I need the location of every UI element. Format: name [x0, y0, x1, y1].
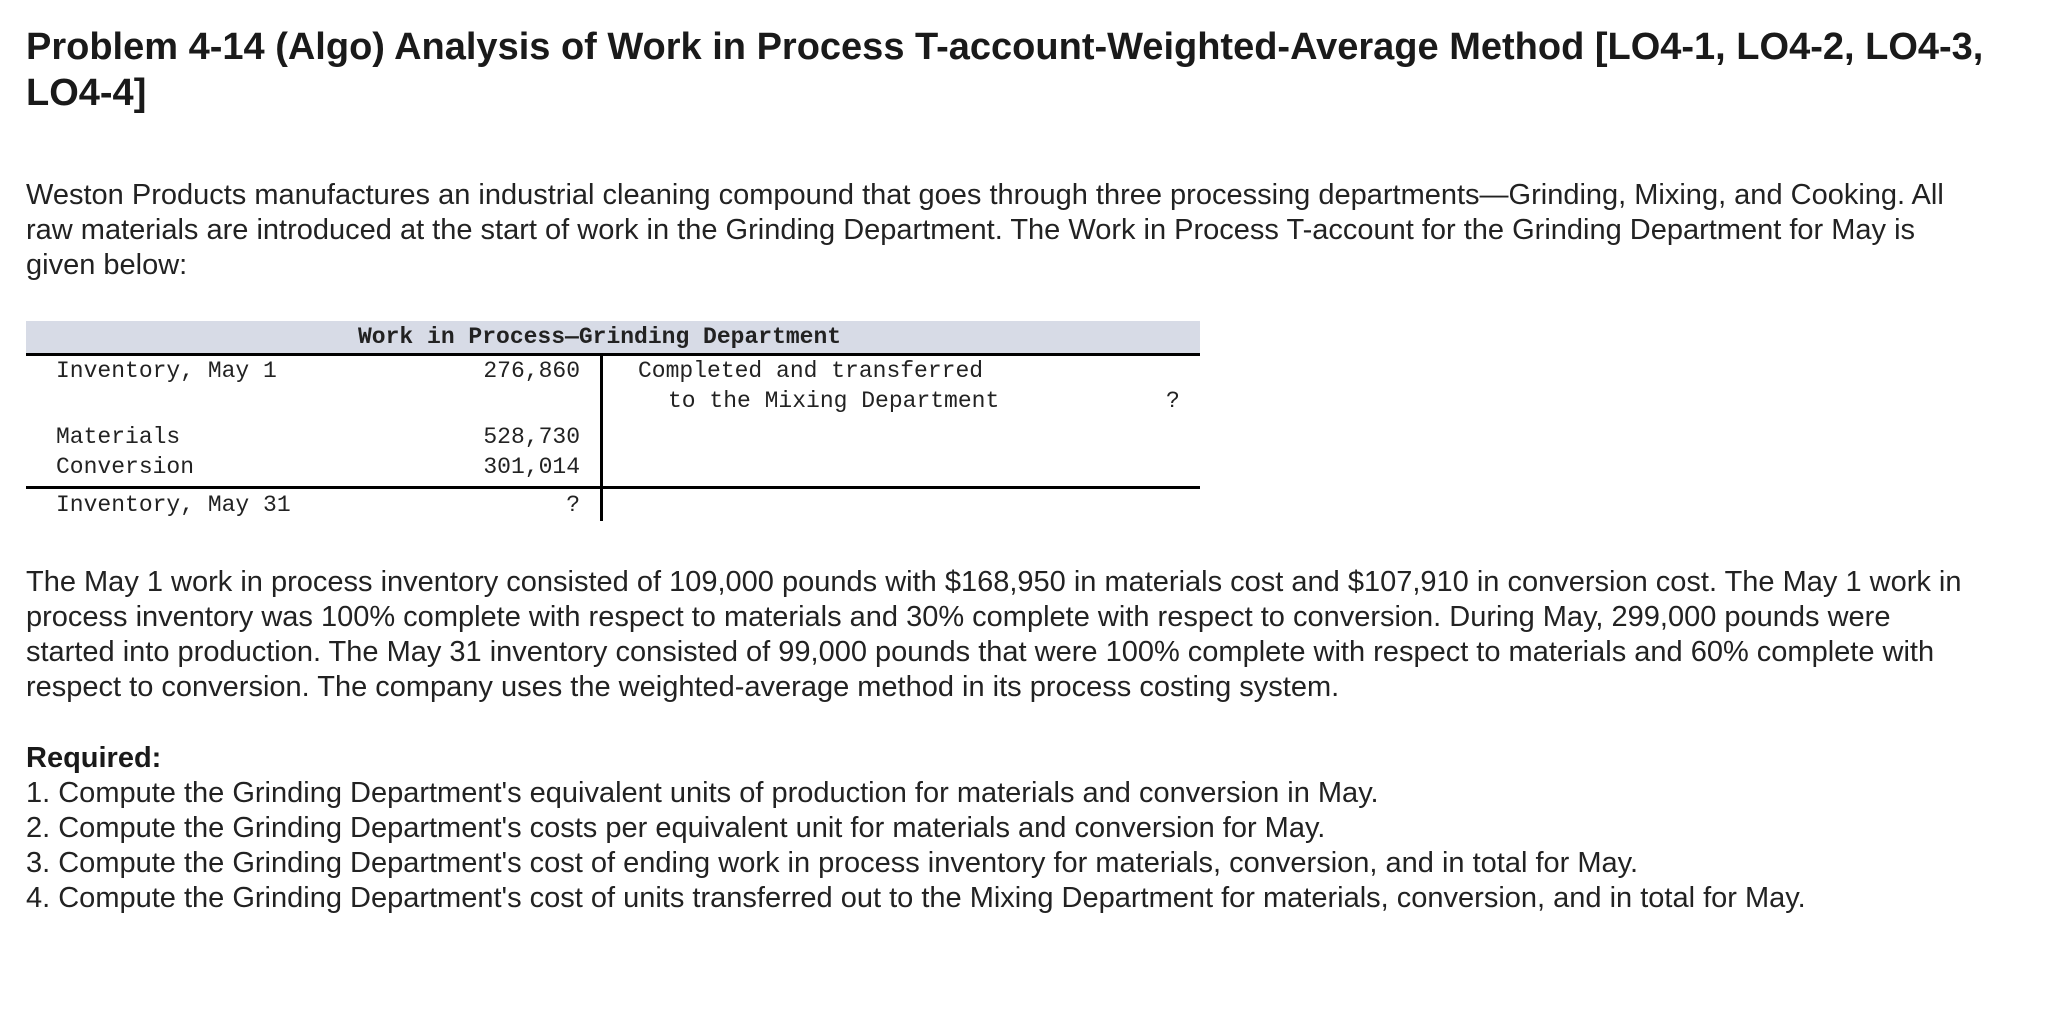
- required-list: 1. Compute the Grinding Department's equ…: [26, 776, 1986, 916]
- t-account-table: Work in Process—Grinding Department Inve…: [26, 321, 1200, 521]
- ending-inventory-label: Inventory, May 31: [56, 492, 291, 518]
- t-account-header: Work in Process—Grinding Department: [26, 321, 1200, 356]
- ending-inventory-amount: ?: [566, 492, 580, 518]
- credit-label-line2: to the Mixing Department: [668, 388, 1000, 414]
- required-item: 4. Compute the Grinding Department's cos…: [26, 882, 1806, 914]
- credit-amount-transferred: ?: [1166, 388, 1180, 414]
- debit-label-conversion: Conversion: [56, 454, 195, 480]
- intro-paragraph: Weston Products manufactures an industri…: [26, 179, 1944, 281]
- problem-title: Problem 4-14 (Algo) Analysis of Work in …: [26, 26, 1984, 114]
- debit-amount-materials: 528,730: [483, 424, 580, 450]
- facts-paragraph: The May 1 work in process inventory cons…: [26, 566, 1962, 703]
- required-item: 1. Compute the Grinding Department's equ…: [26, 777, 1379, 809]
- problem-page: Problem 4-14 (Algo) Analysis of Work in …: [26, 24, 1986, 916]
- t-account-divider: [600, 356, 603, 521]
- debit-amount-conversion: 301,014: [483, 454, 580, 480]
- required-item: 3. Compute the Grinding Department's cos…: [26, 847, 1639, 879]
- required-heading: Required:: [26, 742, 162, 774]
- debit-amount-beginning-inventory: 276,860: [483, 358, 580, 384]
- t-account-body: Inventory, May 1 276,860 Completed and t…: [26, 356, 1200, 489]
- required-item: 2. Compute the Grinding Department's cos…: [26, 812, 1326, 844]
- debit-label-materials: Materials: [56, 424, 181, 450]
- t-account-footer: Inventory, May 31 ?: [26, 489, 1200, 521]
- debit-label-beginning-inventory: Inventory, May 1: [56, 358, 277, 384]
- credit-label-line1: Completed and transferred: [638, 358, 984, 384]
- t-account-title: Work in Process—Grinding Department: [358, 324, 842, 350]
